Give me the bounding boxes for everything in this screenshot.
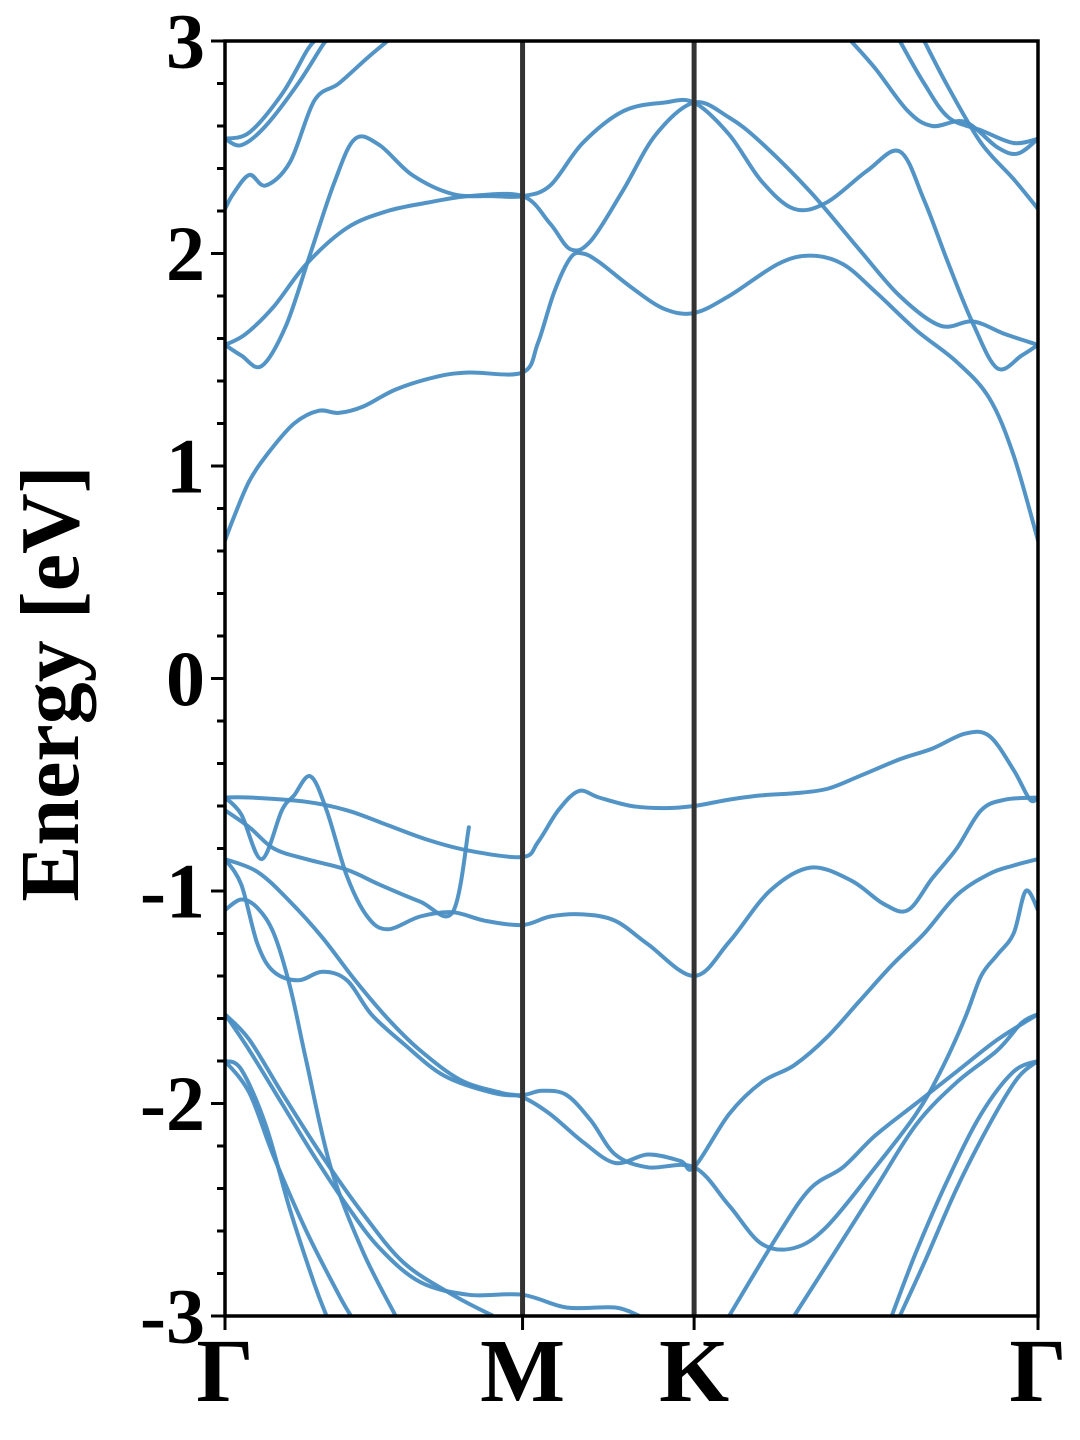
y-tick-label-5: -2	[140, 1060, 205, 1147]
band-line-23	[897, 1059, 1038, 1316]
y-tick-label-1: 2	[166, 210, 205, 297]
band-line-7	[849, 41, 1038, 156]
band-line-20	[727, 1012, 1038, 1316]
bands-layer	[225, 41, 1038, 1316]
x-tick-label-3: Γ	[1009, 1322, 1066, 1421]
y-tick-label-0: 3	[166, 0, 205, 85]
band-line-15	[225, 808, 471, 919]
x-tick-label-0: Γ	[196, 1322, 253, 1421]
band-line-18	[225, 1059, 329, 1316]
ticks-layer	[211, 39, 1040, 1330]
band-line-19	[225, 1059, 353, 1316]
y-axis-label: Energy [eV]	[4, 465, 97, 901]
band-line-17	[225, 1012, 642, 1316]
band-line-4	[225, 41, 390, 211]
band-line-2	[225, 100, 1038, 347]
band-line-22	[889, 1059, 1038, 1316]
kpath-lines-layer	[520, 41, 697, 1316]
band-line-12	[225, 857, 1038, 1252]
x-tick-label-2: K	[659, 1322, 729, 1421]
y-tick-label-3: 0	[166, 635, 205, 722]
band-line-3	[225, 97, 1038, 372]
band-line-21	[792, 1012, 1038, 1316]
band-line-8	[897, 41, 1038, 146]
band-line-6	[225, 41, 317, 141]
band-line-10	[225, 729, 1038, 860]
band-line-16	[225, 1012, 496, 1316]
band-line-1	[225, 250, 1038, 543]
band-line-11	[225, 774, 1038, 979]
y-tick-label-4: -1	[140, 848, 205, 935]
x-tick-label-1: M	[480, 1322, 565, 1421]
band-line-5	[225, 41, 329, 148]
band-line-9	[922, 41, 1038, 211]
band-line-13	[225, 857, 1038, 1172]
y-tick-label-2: 1	[166, 423, 205, 510]
band-line-14	[225, 897, 398, 1316]
y-tick-label-6: -3	[140, 1273, 205, 1360]
